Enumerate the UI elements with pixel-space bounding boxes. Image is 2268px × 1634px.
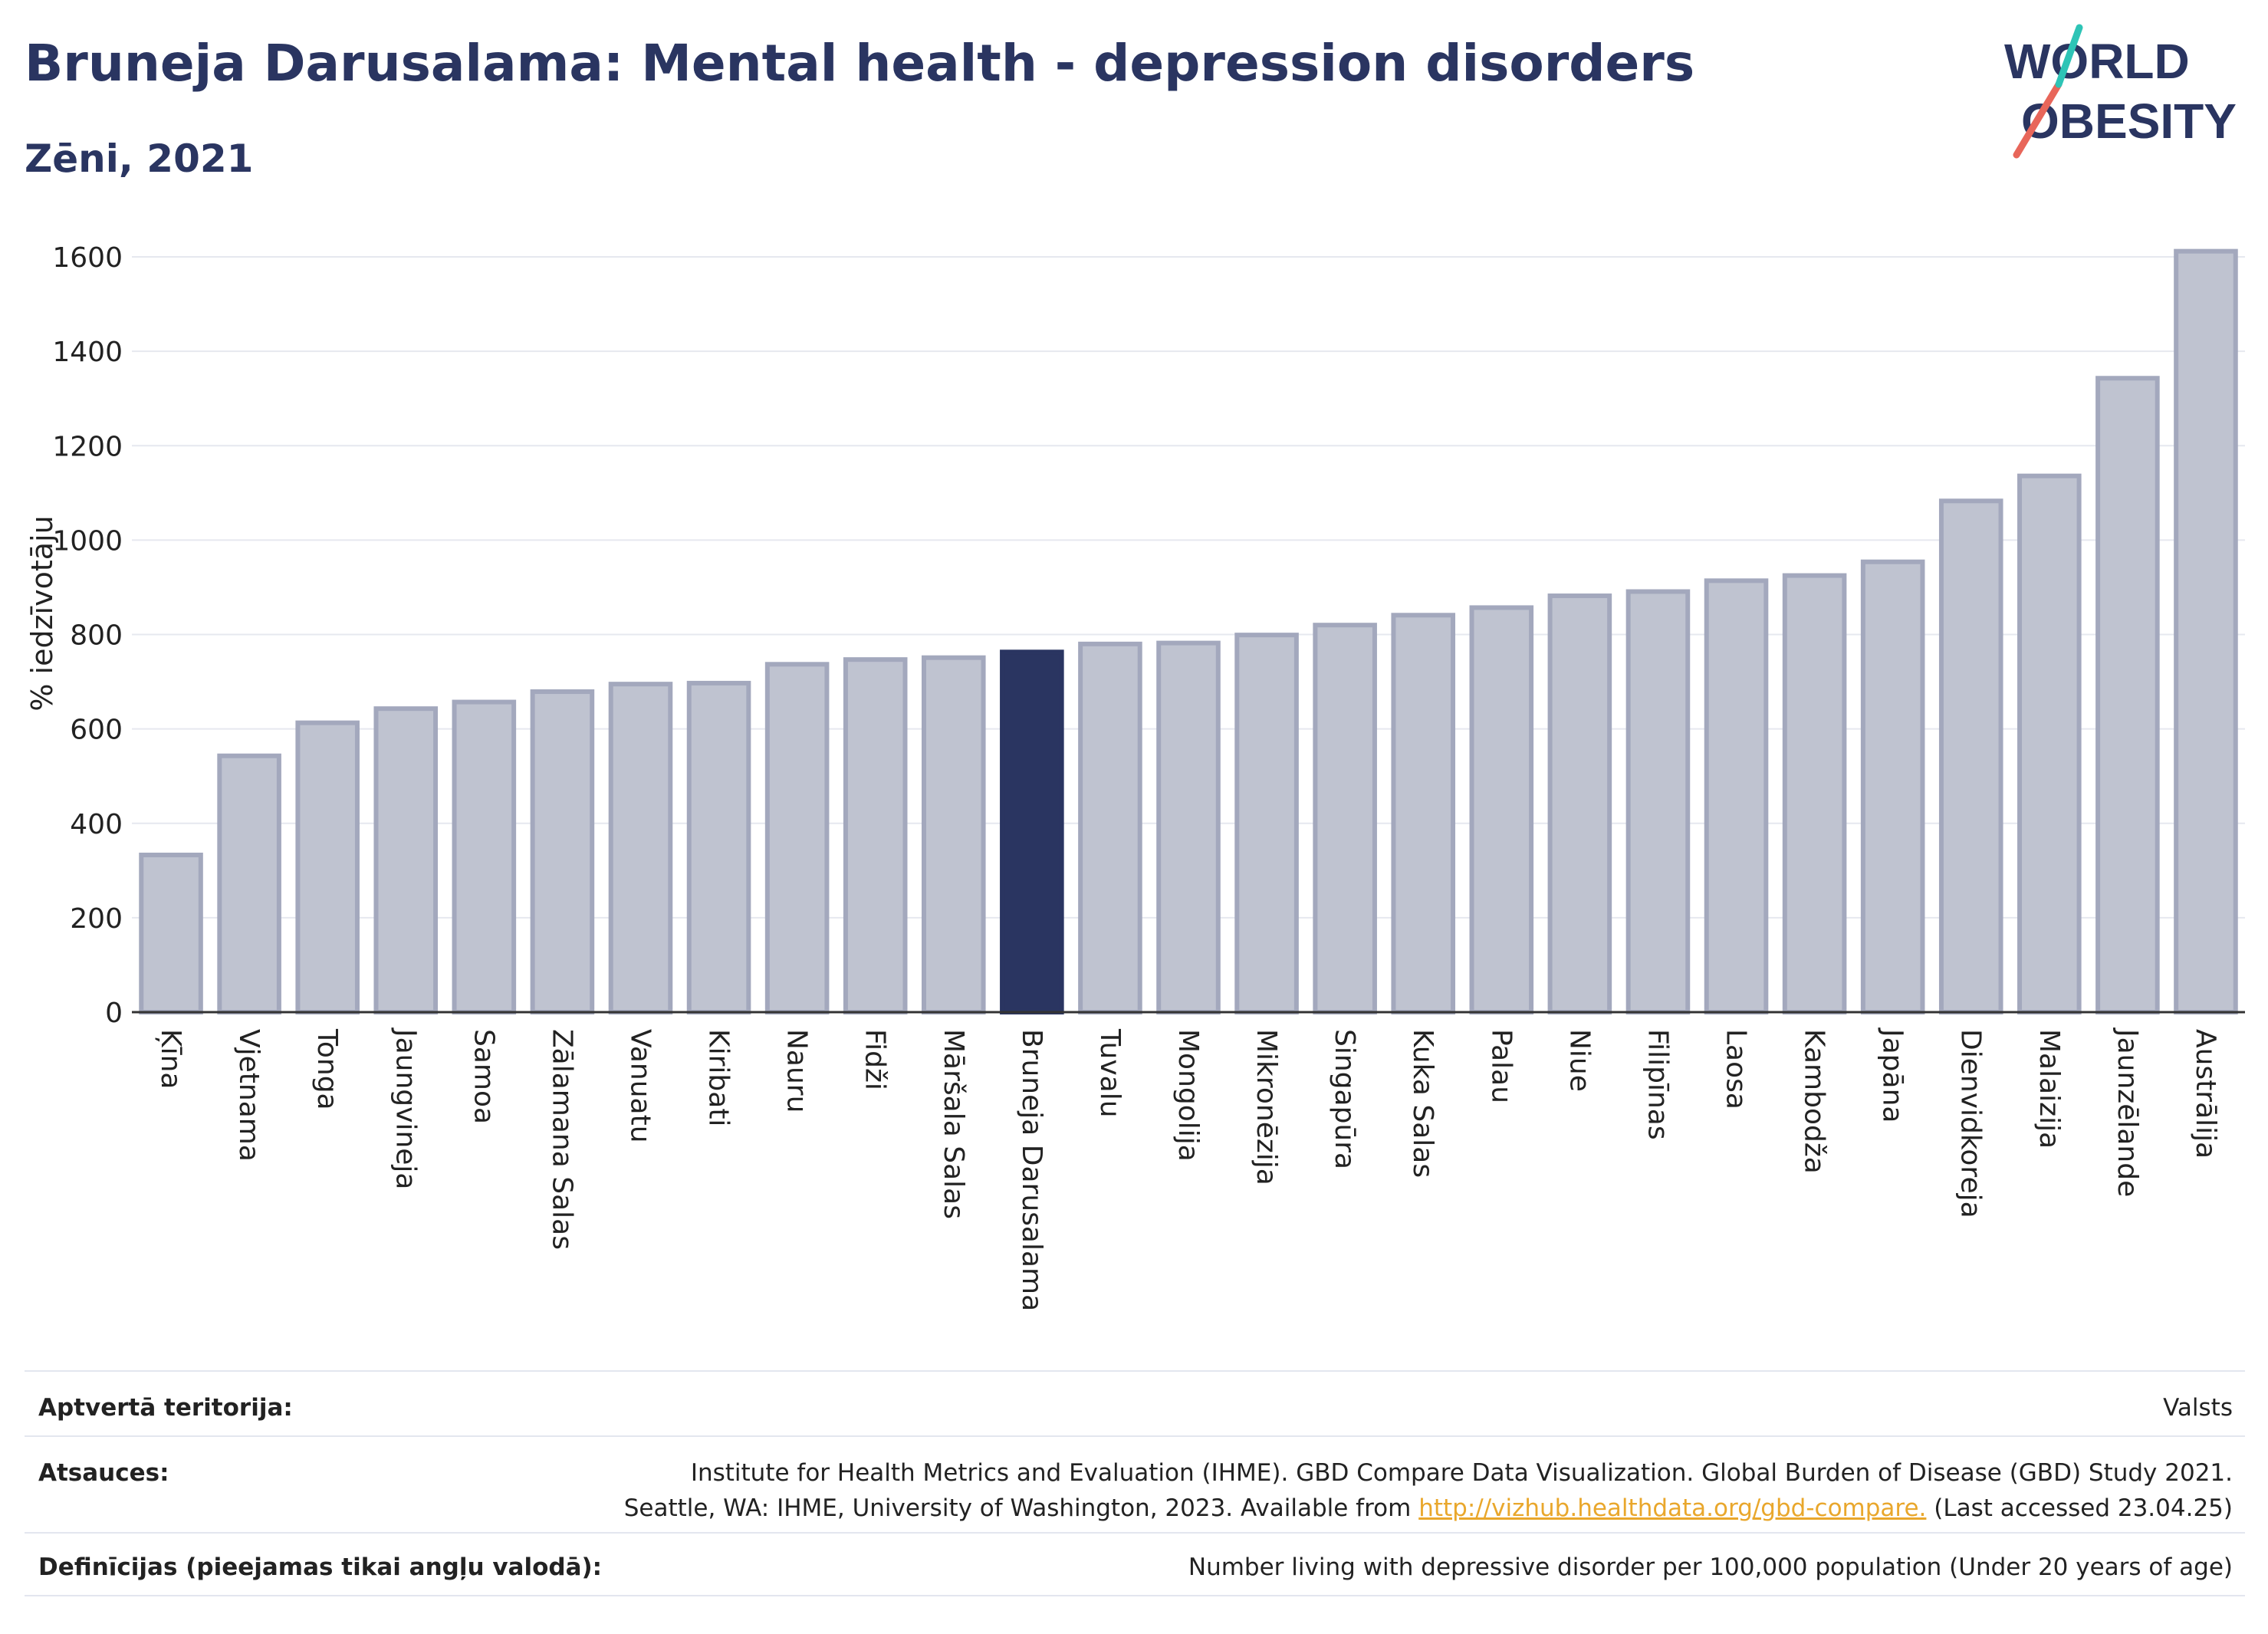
bar-singapūra[interactable]: [1313, 623, 1377, 1014]
bar-kuka-salas[interactable]: [1391, 613, 1456, 1014]
source-link[interactable]: http://vizhub.healthdata.org/gbd-compare…: [1418, 1494, 1927, 1522]
y-tick-label: 1400: [52, 337, 123, 368]
bar-tuvalu[interactable]: [1078, 641, 1142, 1014]
y-tick-label: 1000: [52, 525, 123, 557]
bar-chart: 0 200 400 600 800 1000 1200 1400 1600 Ķīna Vjetna…: [25, 242, 2245, 1311]
definitions-value: Number living with depressive disorder p…: [1188, 1553, 2233, 1581]
y-tick-label: 600: [70, 715, 123, 746]
x-tick-label: Austrālija: [2190, 1029, 2221, 1159]
x-tick-label: Jaungvineja: [390, 1027, 421, 1190]
sources-line2-prefix: Seattle, WA: IHME, University of Washing…: [623, 1494, 1412, 1522]
bar-tonga[interactable]: [295, 720, 360, 1014]
y-tick-label: 200: [70, 903, 123, 935]
sources-value: Institute for Health Metrics and Evaluat…: [624, 1455, 2233, 1526]
bar-malaizija[interactable]: [2017, 473, 2082, 1014]
x-tick-label: Kambodža: [1799, 1029, 1830, 1174]
x-tick-label: Zālamana Salas: [546, 1029, 577, 1250]
x-tick-label: Palau: [1485, 1029, 1517, 1103]
x-tick-label: Tuvalu: [1094, 1028, 1126, 1118]
bar-fidži[interactable]: [843, 657, 908, 1014]
y-axis-ticks: 0 200 400 600 800 1000 1200 1400 1600: [52, 242, 123, 1029]
sources-label: Atsauces:: [38, 1459, 169, 1487]
logo-slash-teal: [2055, 24, 2083, 88]
bar-palau[interactable]: [1469, 605, 1534, 1014]
logo-line1: WORLD: [2004, 34, 2190, 89]
bar-jaunzēlande[interactable]: [2095, 376, 2160, 1014]
bar-mongolija[interactable]: [1156, 640, 1221, 1015]
x-tick-label: Vjetnama: [233, 1029, 265, 1162]
sources-line1: Institute for Health Metrics and Evaluat…: [690, 1459, 2233, 1487]
bar-māršala-salas[interactable]: [921, 655, 986, 1014]
y-tick-label: 400: [70, 809, 123, 840]
bar-ķīna[interactable]: [139, 853, 203, 1015]
y-tick-label: 1200: [52, 431, 123, 462]
bar-zālamana-salas[interactable]: [530, 689, 595, 1015]
chart-title: Bruneja Darusalama: Mental health - depr…: [25, 34, 1695, 93]
bar-kambodža[interactable]: [1782, 573, 1847, 1014]
x-tick-label: Niue: [1563, 1029, 1595, 1092]
y-axis-label: % iedzīvotāju: [25, 515, 59, 711]
x-tick-label: Māršala Salas: [938, 1029, 969, 1219]
chart-subtitle: Zēni, 2021: [25, 136, 254, 181]
x-tick-label: Filipīnas: [1642, 1029, 1673, 1140]
separator: [25, 1595, 2245, 1596]
x-tick-label: Bruneja Darusalama: [1016, 1029, 1047, 1311]
bar-mikronēzija[interactable]: [1234, 633, 1299, 1015]
logo-line2: OBESITY: [2021, 94, 2237, 149]
bar-dienvidkoreja[interactable]: [1938, 498, 2003, 1014]
bar-filipīnas[interactable]: [1625, 589, 1691, 1014]
territory-value: Valsts: [2163, 1394, 2233, 1422]
x-tick-label: Ķīna: [155, 1029, 186, 1090]
y-tick-label: 800: [70, 620, 123, 652]
bar-japāna[interactable]: [1860, 559, 1925, 1014]
bar-jaungvineja[interactable]: [373, 706, 439, 1014]
x-tick-label: Kuka Salas: [1407, 1029, 1438, 1178]
x-tick-label: Japāna: [1877, 1027, 1908, 1123]
x-tick-label: Jaunzēlande: [2112, 1027, 2143, 1197]
x-tick-label: Kiribati: [703, 1029, 735, 1126]
separator: [25, 1435, 2245, 1437]
x-tick-label: Malaizija: [2033, 1029, 2065, 1149]
x-tick-label: Vanuatu: [624, 1029, 656, 1143]
bar-bruneja-darusalama[interactable]: [1000, 649, 1064, 1014]
territory-label: Aptvertā teritorija:: [38, 1394, 293, 1422]
world-obesity-logo: WORLD OBESITY: [2004, 24, 2237, 159]
x-axis-labels: Ķīna Vjetnama Tonga Jaungvineja Samoa Zālaman…: [155, 1027, 2221, 1311]
separator: [25, 1370, 2245, 1372]
x-tick-label: Laosa: [1721, 1029, 1752, 1110]
x-tick-label: Dienvidkoreja: [1955, 1029, 1987, 1218]
x-tick-label: Nauru: [781, 1029, 813, 1113]
x-tick-label: Singapūra: [1329, 1029, 1360, 1169]
bar-niue[interactable]: [1547, 593, 1612, 1014]
bar-samoa[interactable]: [452, 699, 517, 1014]
x-tick-label: Fidži: [860, 1029, 891, 1090]
x-tick-label: Mongolija: [1172, 1029, 1204, 1162]
sources-line2: Seattle, WA: IHME, University of Washing…: [624, 1491, 2233, 1526]
bars: [139, 248, 2238, 1015]
x-tick-label: Mikronēzija: [1251, 1029, 1282, 1185]
y-tick-label: 0: [105, 998, 123, 1029]
bar-vjetnama[interactable]: [217, 753, 281, 1014]
logo-slash-red: [2013, 81, 2063, 159]
bar-kiribati[interactable]: [686, 680, 751, 1015]
bar-nauru[interactable]: [764, 662, 830, 1014]
bar-austrālija[interactable]: [2174, 248, 2238, 1015]
x-tick-label: Samoa: [468, 1029, 499, 1124]
separator: [25, 1532, 2245, 1534]
y-tick-label: 1600: [52, 242, 123, 274]
sources-line2-suffix: (Last accessed 23.04.25): [1934, 1494, 2233, 1522]
bar-laosa[interactable]: [1704, 578, 1769, 1014]
bar-vanuatu[interactable]: [608, 682, 673, 1015]
definitions-label: Definīcijas (pieejamas tikai angļu valod…: [38, 1553, 603, 1581]
x-tick-label: Tonga: [311, 1028, 343, 1110]
